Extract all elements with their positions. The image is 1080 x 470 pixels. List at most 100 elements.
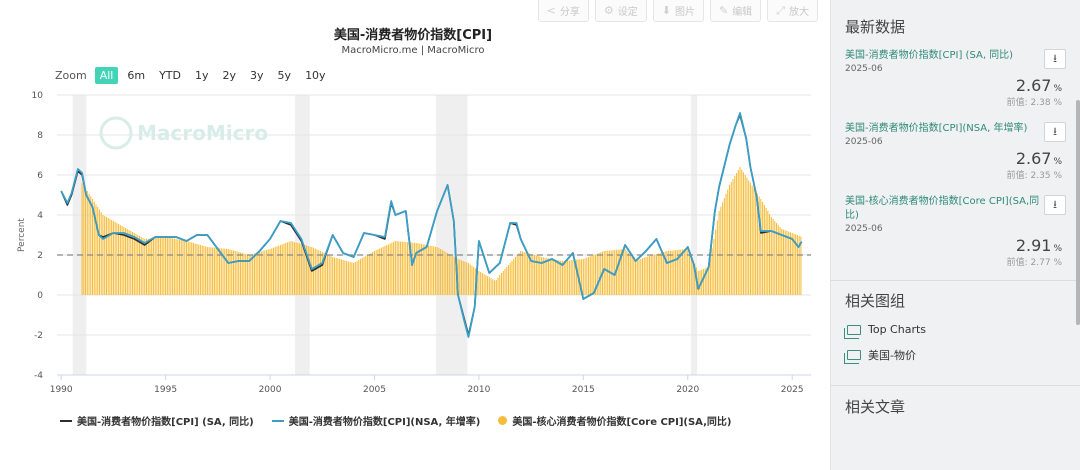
core-cpi-bar	[415, 243, 417, 295]
zoom-1y-button[interactable]: 1y	[195, 69, 209, 82]
core-cpi-bar	[528, 253, 530, 295]
core-cpi-bar	[140, 237, 142, 295]
core-cpi-bar	[570, 260, 572, 295]
zoom-10y-button[interactable]: 10y	[305, 69, 326, 82]
edit-button[interactable]: ✎ 编辑	[709, 0, 762, 22]
chart-svg: -4 -2 0 2 4 6 8 10 MacroMicro 1990 1995 2000 2005 201…	[17, 91, 811, 395]
core-cpi-bar	[278, 245, 280, 295]
legend-item-sa[interactable]: 美国-消费者物价指数[CPI] (SA, 同比)	[60, 413, 254, 428]
core-cpi-bar	[781, 229, 783, 295]
core-cpi-bar	[553, 259, 555, 295]
download-button[interactable]: ⭳	[1044, 195, 1066, 215]
related-articles-title: 相关文章	[845, 398, 906, 416]
legend-item-nsa[interactable]: 美国-消费者物价指数[CPI](NSA, 年增率)	[271, 413, 480, 428]
zoom-all-button[interactable]: All	[94, 67, 119, 84]
stat-name[interactable]: 美国-核心消费者物价指数[Core CPI](SA,同比)	[845, 196, 1040, 221]
core-cpi-bar	[556, 260, 558, 295]
core-cpi-bar	[180, 240, 182, 295]
core-cpi-bar	[532, 254, 534, 295]
core-cpi-bar	[641, 258, 644, 295]
core-cpi-bar	[605, 250, 607, 295]
core-cpi-bar	[462, 261, 464, 295]
zoom-5y-button[interactable]: 5y	[277, 69, 292, 82]
legend-line-marker	[60, 419, 72, 422]
latest-data-title: 最新数据	[845, 18, 906, 36]
chart-subtitle: MacroMicro.me | MacroMicro	[341, 45, 485, 56]
legend-item-core[interactable]: 美国-核心消费者物价指数[Core CPI](SA,同比)	[498, 413, 731, 428]
core-cpi-bar	[217, 248, 219, 295]
side-divider	[831, 280, 1080, 281]
core-cpi-bar	[100, 212, 102, 295]
pencil-icon: ✎	[718, 4, 729, 17]
share-label: 分享	[559, 7, 580, 18]
core-cpi-bar	[252, 254, 254, 295]
core-cpi-bar	[443, 251, 445, 295]
scrollbar[interactable]	[1076, 100, 1080, 325]
x-tick-label: 1990	[50, 385, 73, 395]
core-cpi-bar	[356, 261, 358, 295]
core-cpi-bar	[459, 259, 461, 295]
core-cpi-bar	[763, 205, 765, 295]
core-cpi-bar	[412, 242, 414, 295]
core-cpi-bar	[220, 248, 222, 295]
core-cpi-bar	[770, 217, 772, 295]
stat-name[interactable]: 美国-消费者物价指数[CPI](NSA, 年增率)	[845, 123, 1028, 134]
expand-button[interactable]: ⤢ 放大	[767, 0, 818, 22]
core-cpi-bar	[158, 237, 160, 295]
core-cpi-bar	[694, 263, 696, 295]
core-cpi-bar	[178, 239, 181, 295]
stat-name[interactable]: 美国-消费者物价指数[CPI] (SA, 同比)	[845, 50, 1014, 61]
core-cpi-bar	[210, 247, 212, 295]
core-cpi-bar	[633, 259, 635, 295]
core-cpi-bar	[302, 244, 304, 295]
core-cpi-bar	[706, 267, 708, 295]
core-cpi-bar	[246, 254, 248, 295]
folder-icon	[844, 350, 861, 364]
core-cpi-bar	[279, 245, 282, 295]
download-button[interactable]: ⭳	[1044, 122, 1066, 142]
download-button[interactable]: ⭳	[1044, 49, 1066, 69]
core-cpi-bar	[95, 204, 97, 295]
core-cpi-bar	[266, 250, 268, 295]
core-cpi-bar	[111, 220, 113, 295]
core-cpi-bar	[375, 250, 377, 295]
zoom-ytd-button[interactable]: YTD	[159, 69, 181, 82]
recession-band	[690, 95, 698, 375]
image-download-button[interactable]: ⬇ 图片	[652, 0, 704, 22]
core-cpi-bar	[133, 233, 135, 295]
core-cpi-bar	[161, 237, 163, 295]
core-cpi-bar	[185, 241, 188, 295]
core-cpi-bar	[542, 257, 544, 295]
core-cpi-bar	[358, 260, 360, 295]
core-cpi-bar	[626, 251, 628, 295]
zoom-2y-button[interactable]: 2y	[222, 69, 237, 82]
core-cpi-bar	[488, 277, 490, 295]
core-cpi-bar	[163, 237, 165, 295]
core-cpi-bar	[313, 247, 315, 295]
core-cpi-bar	[467, 263, 470, 295]
core-cpi-bar	[253, 253, 255, 295]
zoom-3y-button[interactable]: 3y	[250, 69, 264, 82]
core-cpi-bar	[88, 193, 90, 295]
core-cpi-bar	[622, 249, 624, 295]
group-item-top-charts[interactable]: Top Charts	[831, 323, 1080, 339]
core-cpi-bar	[267, 249, 269, 295]
core-cpi-bar	[751, 185, 753, 295]
share-button[interactable]: < 分享	[537, 0, 589, 22]
group-item-us-prices[interactable]: 美国-物价	[831, 347, 1080, 364]
core-cpi-bar	[631, 257, 633, 295]
core-cpi-bar	[335, 258, 337, 295]
core-cpi-bar	[800, 236, 802, 295]
core-cpi-bar	[478, 271, 480, 295]
gear-icon: ⚙	[603, 4, 614, 17]
core-cpi-bar	[386, 245, 388, 295]
core-cpi-bar	[91, 199, 94, 295]
core-cpi-bar	[666, 251, 668, 295]
core-cpi-bar	[339, 259, 341, 295]
settings-button[interactable]: ⚙ 设定	[594, 0, 647, 22]
zoom-6m-button[interactable]: 6m	[127, 69, 146, 82]
core-cpi-bar	[537, 256, 539, 295]
core-cpi-bar	[389, 243, 391, 295]
core-cpi-bar	[558, 260, 560, 295]
core-cpi-bar	[581, 259, 583, 295]
